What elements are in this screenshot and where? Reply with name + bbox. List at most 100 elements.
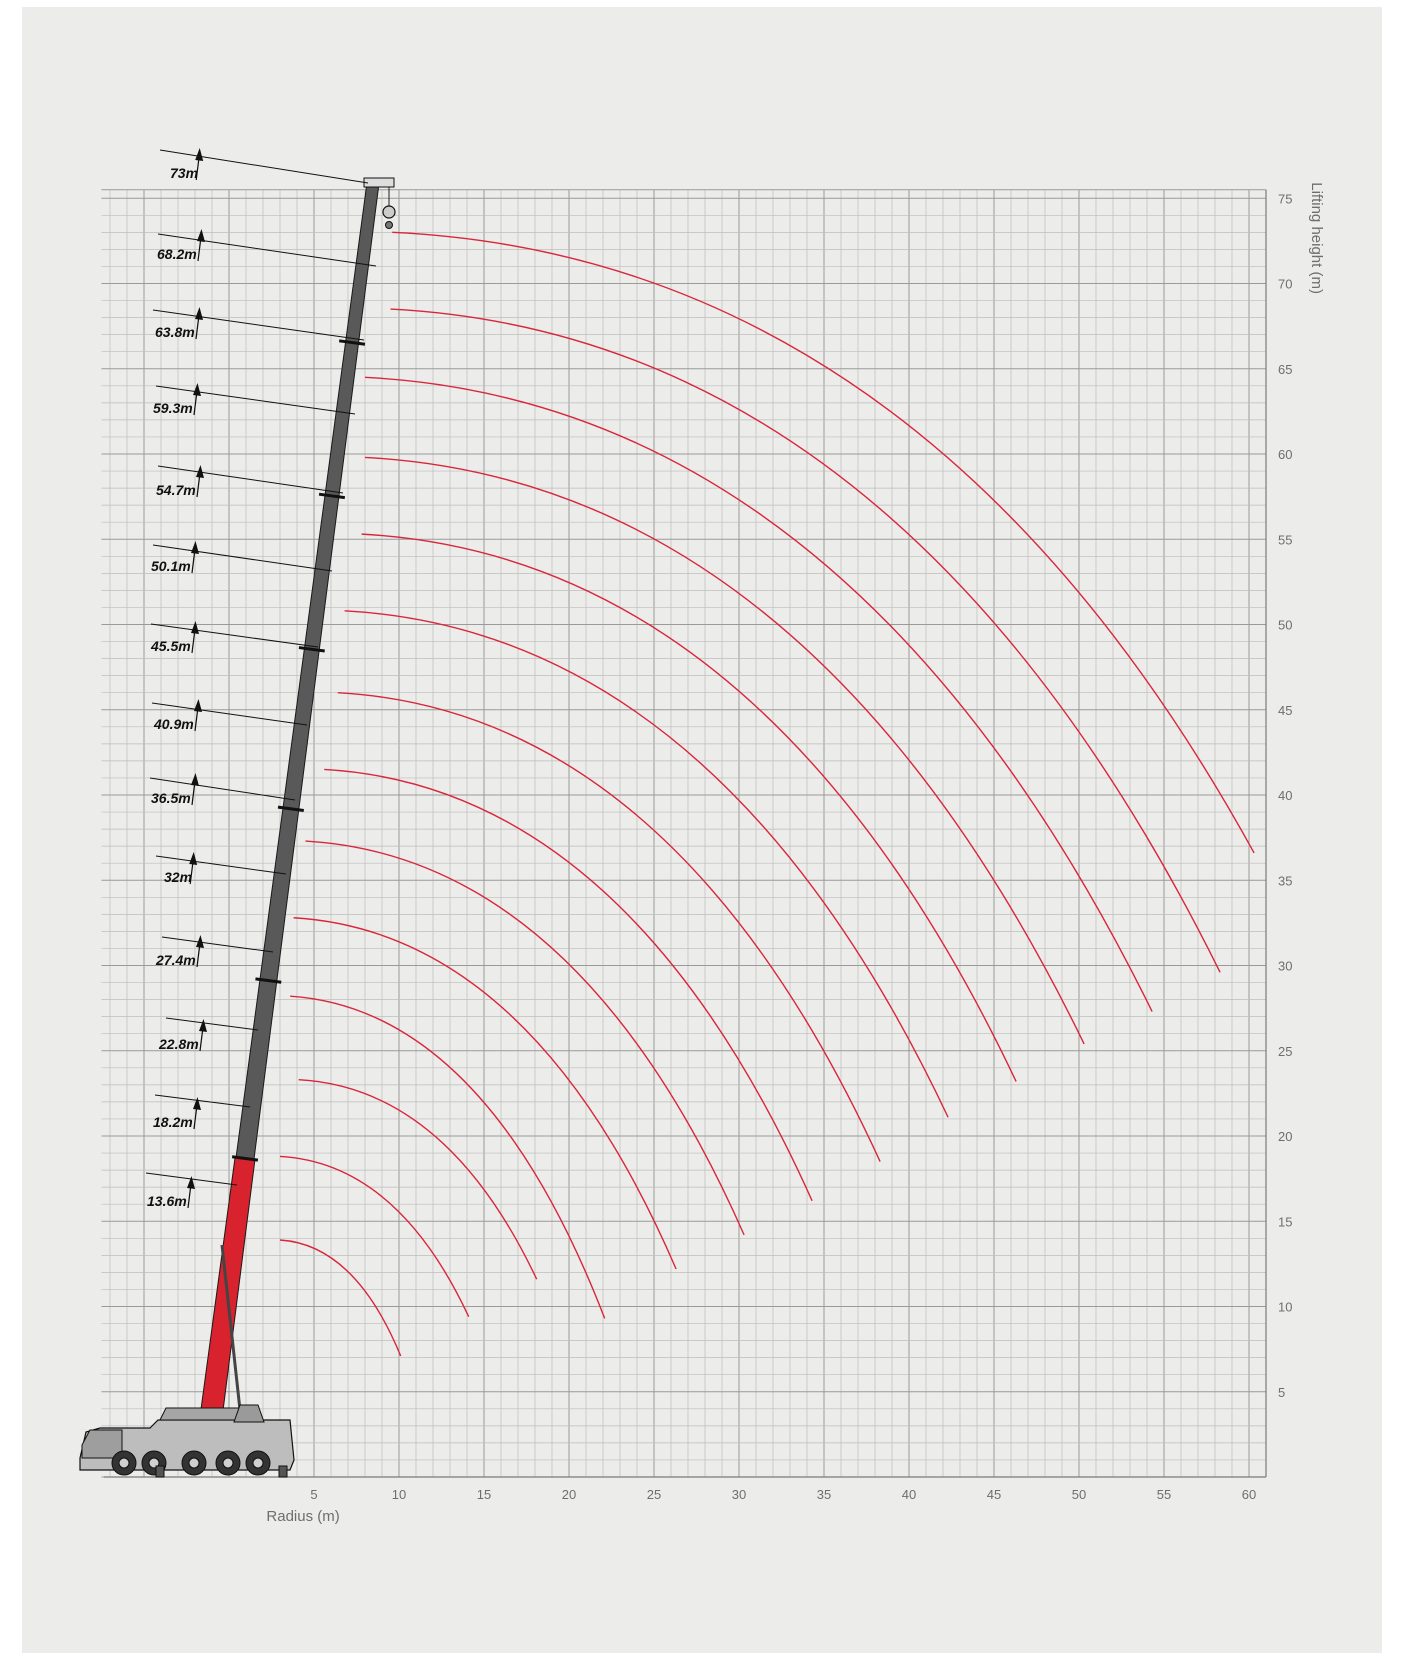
boom-length-label: 45.5m bbox=[150, 638, 191, 654]
boom-length-label: 50.1m bbox=[151, 558, 191, 574]
y-tick-label: 25 bbox=[1278, 1044, 1292, 1059]
boom-length-arrowhead bbox=[189, 852, 198, 865]
tick-labels: 5 10 15 20 25 30 35 40 45 50 55 60 5 10 15 20 25 30 35 40 45… bbox=[310, 191, 1292, 1502]
boom-length-leader bbox=[159, 149, 369, 184]
boom-section bbox=[200, 1156, 256, 1412]
boom-joint bbox=[277, 805, 304, 812]
boom-joint bbox=[298, 646, 325, 653]
boom-length-arrowhead bbox=[195, 307, 203, 320]
boom-length-arrowhead bbox=[197, 229, 205, 242]
wheel-hub bbox=[188, 1457, 200, 1469]
range-curve bbox=[364, 376, 1153, 1012]
range-curve bbox=[361, 533, 1017, 1082]
boom-length-arrowhead bbox=[191, 773, 199, 786]
boom-length-label: 73m bbox=[170, 165, 198, 181]
outrigger bbox=[278, 1465, 288, 1478]
range-curve bbox=[392, 231, 1255, 854]
boom-length-arrowhead bbox=[191, 621, 199, 634]
range-curve bbox=[344, 610, 949, 1118]
boom-length-leader bbox=[157, 233, 377, 267]
y-tick-label: 10 bbox=[1278, 1300, 1292, 1315]
y-tick-label: 15 bbox=[1278, 1214, 1292, 1229]
range-curve bbox=[337, 692, 881, 1162]
range-curve bbox=[364, 456, 1085, 1045]
range-curve bbox=[298, 1079, 538, 1280]
range-curve bbox=[305, 840, 745, 1236]
boom-length-label: 27.4m bbox=[155, 952, 196, 968]
boom-length-label: 54.7m bbox=[156, 482, 196, 498]
boom-length-label: 13.6m bbox=[147, 1193, 187, 1209]
boom-length-label: 68.2m bbox=[157, 246, 197, 262]
grid bbox=[101, 189, 1267, 1478]
crane-cab bbox=[233, 1404, 265, 1423]
boom-joint bbox=[231, 1155, 259, 1162]
range-curve bbox=[390, 308, 1221, 973]
range-curves bbox=[279, 231, 1255, 1357]
y-tick-label: 30 bbox=[1278, 959, 1292, 974]
boom-length-label: 59.3m bbox=[153, 400, 193, 416]
range-curve bbox=[324, 768, 813, 1202]
y-tick-label: 60 bbox=[1278, 447, 1292, 462]
y-axis-label: Lifting height (m) bbox=[1308, 182, 1325, 294]
x-tick-label: 55 bbox=[1157, 1487, 1171, 1502]
boom-length-arrowhead bbox=[193, 1097, 201, 1110]
boom-section bbox=[235, 181, 380, 1161]
x-tick-label: 15 bbox=[477, 1487, 491, 1502]
boom-length-label: 32m bbox=[164, 869, 192, 885]
x-tick-label: 10 bbox=[392, 1487, 406, 1502]
boom-length-leader bbox=[151, 702, 308, 726]
range-curve bbox=[279, 1155, 470, 1318]
x-tick-label: 45 bbox=[987, 1487, 1001, 1502]
boom-length-arrowhead bbox=[187, 1176, 195, 1189]
x-tick-label: 40 bbox=[902, 1487, 916, 1502]
driver-cab bbox=[81, 1429, 123, 1459]
boom-length-leader bbox=[165, 1017, 259, 1031]
boom-length-arrowhead bbox=[196, 935, 204, 948]
boom-length-leader bbox=[149, 777, 296, 801]
y-tick-label: 40 bbox=[1278, 788, 1292, 803]
y-tick-label: 35 bbox=[1278, 873, 1292, 888]
boom-head bbox=[363, 177, 395, 188]
y-tick-label: 5 bbox=[1278, 1385, 1285, 1400]
y-tick-label: 50 bbox=[1278, 618, 1292, 633]
boom-joint bbox=[255, 977, 282, 984]
wheel-hub bbox=[252, 1457, 264, 1469]
hook bbox=[385, 221, 393, 229]
boom-length-leader bbox=[152, 544, 333, 572]
boom-length-leader bbox=[150, 623, 319, 648]
x-tick-label: 20 bbox=[562, 1487, 576, 1502]
y-tick-label: 55 bbox=[1278, 532, 1292, 547]
x-tick-label: 5 bbox=[310, 1487, 317, 1502]
wheel-hub bbox=[118, 1457, 130, 1469]
boom-length-arrowhead bbox=[191, 541, 199, 554]
boom-length-leader bbox=[154, 1094, 251, 1108]
boom-length-label: 22.8m bbox=[158, 1036, 199, 1052]
y-tick-label: 70 bbox=[1278, 277, 1292, 292]
boom-length-arrowhead bbox=[199, 1019, 207, 1032]
boom-length-label: 63.8m bbox=[155, 324, 195, 340]
boom-length-label: 18.2m bbox=[153, 1114, 193, 1130]
boom-length-leader bbox=[152, 309, 365, 341]
boom-joint bbox=[338, 339, 366, 346]
x-tick-label: 60 bbox=[1242, 1487, 1256, 1502]
x-tick-label: 35 bbox=[817, 1487, 831, 1502]
luffing-cylinder bbox=[220, 1244, 242, 1411]
x-axis-label: Radius (m) bbox=[266, 1508, 339, 1525]
boom-length-arrowhead bbox=[194, 699, 202, 712]
y-tick-label: 75 bbox=[1278, 191, 1292, 206]
hook-block bbox=[382, 205, 396, 219]
outrigger bbox=[155, 1465, 165, 1478]
x-tick-label: 25 bbox=[647, 1487, 661, 1502]
x-tick-label: 30 bbox=[732, 1487, 746, 1502]
range-curve bbox=[279, 1239, 402, 1357]
boom-joint bbox=[318, 492, 346, 500]
boom-length-arrowhead bbox=[196, 465, 204, 478]
boom-length-arrowhead bbox=[195, 148, 204, 161]
boom-length-labels: 73m 68.2m 63.8m 59.3m 54.7m 50.1m 45.5m 40.9m 36… bbox=[145, 148, 377, 1209]
range-curve bbox=[293, 917, 677, 1270]
crane-illustration bbox=[79, 177, 396, 1478]
x-tick-label: 50 bbox=[1072, 1487, 1086, 1502]
y-tick-label: 45 bbox=[1278, 703, 1292, 718]
axes bbox=[104, 189, 1267, 1478]
